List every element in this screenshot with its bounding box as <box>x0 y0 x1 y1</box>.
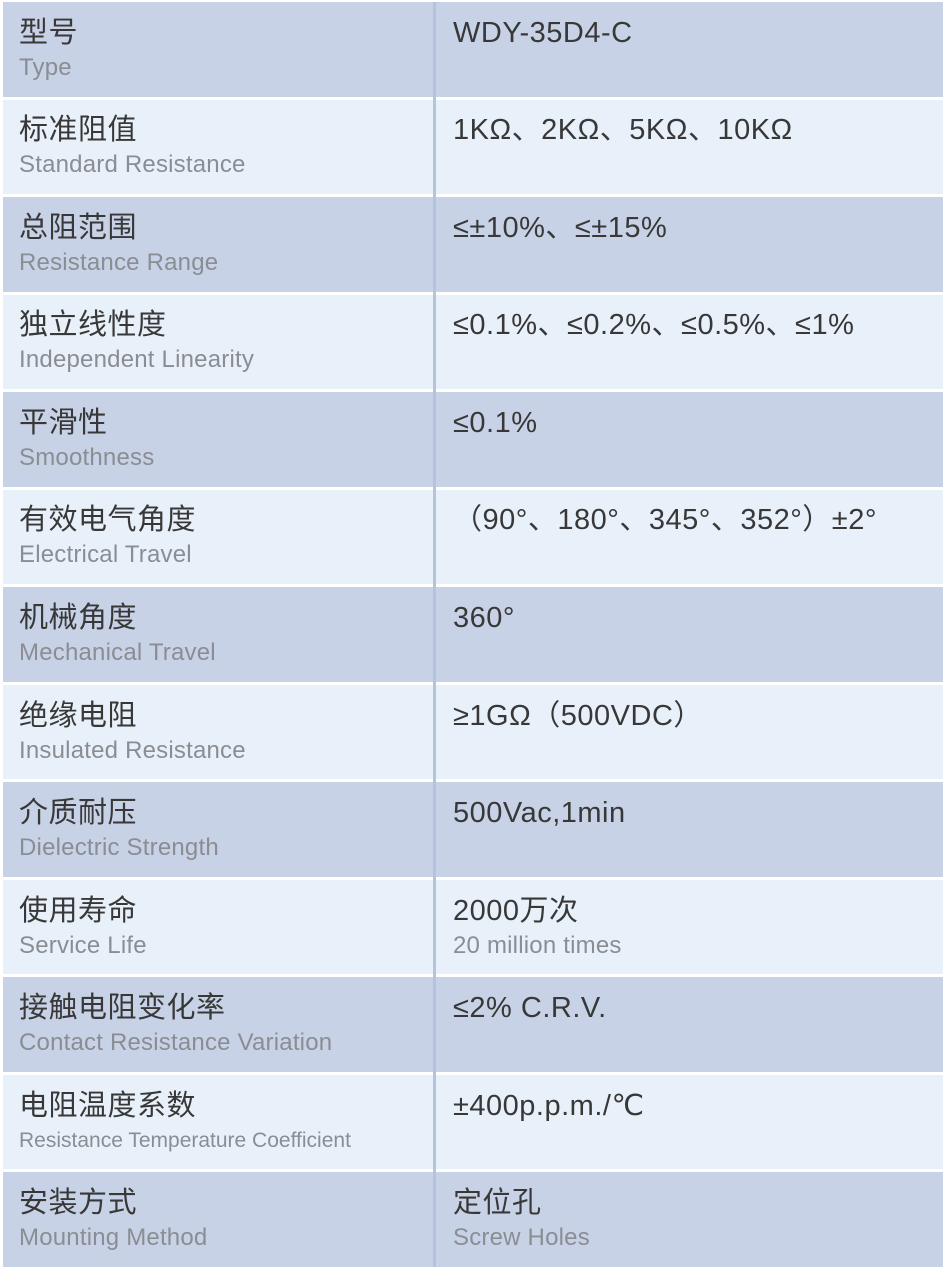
param-name-zh: 有效电气角度 <box>19 504 197 537</box>
param-value-cell: 1KΩ、2KΩ、5KΩ、10KΩ <box>434 100 943 195</box>
param-name-en: Resistance Temperature Coefficient <box>19 1128 351 1152</box>
param-value-cell: ±400p.p.m./℃ <box>434 1075 943 1170</box>
param-value: ≤2% C.R.V. <box>453 992 607 1025</box>
param-value-sub: 20 million times <box>453 931 622 959</box>
param-value-cell: WDY-35D4-C <box>434 2 943 97</box>
table-row: 接触电阻变化率 Contact Resistance Variation ≤2%… <box>3 977 943 1072</box>
param-name-zh: 接触电阻变化率 <box>19 992 226 1025</box>
param-value-cell: ≤0.1%、≤0.2%、≤0.5%、≤1% <box>434 295 943 390</box>
param-name-zh: 使用寿命 <box>19 894 138 927</box>
param-name-cell: 绝缘电阻 Insulated Resistance <box>3 685 434 780</box>
param-value-cell: ≤0.1% <box>434 392 943 487</box>
table-row: 平滑性 Smoothness ≤0.1% <box>3 392 943 487</box>
param-value-cell: ≤±10%、≤±15% <box>434 197 943 292</box>
param-value: 2000万次 <box>453 894 579 927</box>
param-name-en: Electrical Travel <box>19 541 192 569</box>
param-value: （90°、180°、345°、352°）±2° <box>453 504 877 537</box>
param-value: 500Vac,1min <box>453 797 626 830</box>
param-name-cell: 总阻范围 Resistance Range <box>3 197 434 292</box>
param-value-sub <box>453 442 937 474</box>
param-name-cell: 安装方式 Mounting Method <box>3 1172 434 1267</box>
param-name-cell: 介质耐压 Dielectric Strength <box>3 782 434 877</box>
param-name-en: Mechanical Travel <box>19 638 216 666</box>
param-value-sub <box>453 637 937 669</box>
param-name-en: Standard Resistance <box>19 151 246 179</box>
param-name-zh: 电阻温度系数 <box>19 1089 197 1122</box>
param-name-cell: 使用寿命 Service Life <box>3 880 434 975</box>
param-name-en: Dielectric Strength <box>19 834 219 862</box>
param-value-cell: 500Vac,1min <box>434 782 943 877</box>
param-value: WDY-35D4-C <box>453 16 633 49</box>
param-value: ≥1GΩ（500VDC） <box>453 699 703 732</box>
param-name-cell: 电阻温度系数 Resistance Temperature Coefficien… <box>3 1075 434 1170</box>
param-name-en: Insulated Resistance <box>19 736 246 764</box>
param-value: ±400p.p.m./℃ <box>453 1089 645 1122</box>
param-name-cell: 独立线性度 Independent Linearity <box>3 295 434 390</box>
table-row: 电阻温度系数 Resistance Temperature Coefficien… <box>3 1074 943 1170</box>
param-name-zh: 型号 <box>19 16 79 49</box>
column-divider <box>433 2 436 1267</box>
param-name-en: Mounting Method <box>19 1224 208 1252</box>
param-name-zh: 安装方式 <box>19 1187 138 1220</box>
param-name-en: Type <box>19 53 72 81</box>
param-name-en: Service Life <box>19 931 147 959</box>
table-row: 标准阻值 Standard Resistance 1KΩ、2KΩ、5KΩ、10K… <box>3 99 943 195</box>
param-value: ≤0.1% <box>453 406 538 439</box>
table-row: 机械角度 Mechanical Travel 360° <box>3 587 943 682</box>
param-name-cell: 型号 Type <box>3 2 434 97</box>
param-value-sub <box>453 1125 937 1157</box>
param-name-cell: 平滑性 Smoothness <box>3 392 434 487</box>
param-value-cell: （90°、180°、345°、352°）±2° <box>434 490 943 585</box>
param-name-zh: 介质耐压 <box>19 797 138 830</box>
param-name-zh: 标准阻值 <box>19 114 138 147</box>
param-value-sub <box>453 149 937 181</box>
param-value-cell: 定位孔 Screw Holes <box>434 1172 943 1267</box>
table-row: 绝缘电阻 Insulated Resistance ≥1GΩ（500VDC） <box>3 684 943 780</box>
param-value-cell: ≤2% C.R.V. <box>434 977 943 1072</box>
table-row: 有效电气角度 Electrical Travel （90°、180°、345°、… <box>3 489 943 585</box>
param-name-zh: 机械角度 <box>19 601 138 634</box>
param-value-cell: 2000万次 20 million times <box>434 880 943 975</box>
param-value: 定位孔 <box>453 1187 542 1220</box>
param-value-sub <box>453 1027 937 1059</box>
param-value-sub <box>453 52 937 84</box>
param-value-sub <box>453 832 937 864</box>
param-value: 1KΩ、2KΩ、5KΩ、10KΩ <box>453 114 793 147</box>
param-value: ≤±10%、≤±15% <box>453 211 668 244</box>
param-value-sub: Screw Holes <box>453 1224 590 1252</box>
param-value: ≤0.1%、≤0.2%、≤0.5%、≤1% <box>453 309 855 342</box>
table-row: 总阻范围 Resistance Range ≤±10%、≤±15% <box>3 197 943 292</box>
param-name-cell: 机械角度 Mechanical Travel <box>3 587 434 682</box>
param-name-en: Resistance Range <box>19 248 219 276</box>
table-row: 型号 Type WDY-35D4-C <box>3 2 943 97</box>
param-name-zh: 独立线性度 <box>19 309 167 342</box>
table-row: 介质耐压 Dielectric Strength 500Vac,1min <box>3 782 943 877</box>
param-value-sub <box>453 735 937 767</box>
param-name-zh: 平滑性 <box>19 406 108 439</box>
param-name-en: Contact Resistance Variation <box>19 1029 333 1057</box>
table-row: 独立线性度 Independent Linearity ≤0.1%、≤0.2%、… <box>3 294 943 390</box>
param-value-cell: ≥1GΩ（500VDC） <box>434 685 943 780</box>
param-name-en: Smoothness <box>19 443 155 471</box>
param-name-en: Independent Linearity <box>19 346 255 374</box>
param-name-cell: 接触电阻变化率 Contact Resistance Variation <box>3 977 434 1072</box>
param-value-sub <box>453 344 937 376</box>
table-row: 安装方式 Mounting Method 定位孔 Screw Holes <box>3 1172 943 1267</box>
param-value-sub <box>453 247 937 279</box>
param-name-cell: 标准阻值 Standard Resistance <box>3 100 434 195</box>
param-name-cell: 有效电气角度 Electrical Travel <box>3 490 434 585</box>
table-row: 使用寿命 Service Life 2000万次 20 million time… <box>3 879 943 975</box>
param-value: 360° <box>453 601 515 634</box>
param-value-sub <box>453 539 937 571</box>
param-name-zh: 绝缘电阻 <box>19 699 138 732</box>
param-name-zh: 总阻范围 <box>19 211 138 244</box>
param-value-cell: 360° <box>434 587 943 682</box>
